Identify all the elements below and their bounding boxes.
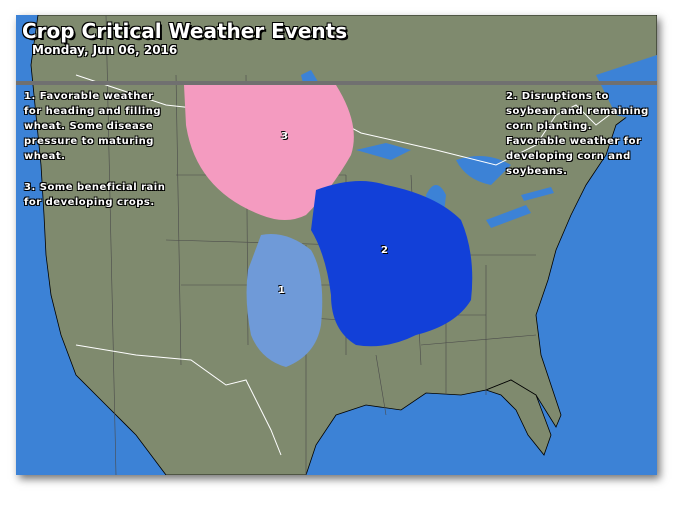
note-3: 3. Some beneficial rain for developing c…: [24, 182, 166, 208]
region-2-dark-blue: [311, 181, 473, 347]
region-3-label: 3: [281, 131, 288, 142]
region-3-pink: [184, 85, 354, 220]
region-1-light-blue: [246, 234, 323, 367]
map-canvas: [16, 15, 657, 475]
note-2: 2. Disruptions to soybean and remaining …: [506, 91, 649, 177]
header-divider: [16, 81, 657, 85]
florida: [484, 379, 552, 456]
gulf-of-st-lawrence: [596, 55, 657, 125]
region-2-label: 2: [381, 245, 388, 256]
map-title: Crop Critical Weather Events: [22, 19, 348, 43]
note-1: 1. Favorable weather for heading and fil…: [24, 91, 161, 162]
mexico-us-border: [75, 344, 282, 456]
region-1-label: 1: [278, 285, 285, 296]
map-date: Monday, Jun 06, 2016: [32, 43, 178, 57]
weather-map: Crop Critical Weather Events Monday, Jun…: [16, 15, 657, 475]
great-lakes: [356, 143, 554, 242]
